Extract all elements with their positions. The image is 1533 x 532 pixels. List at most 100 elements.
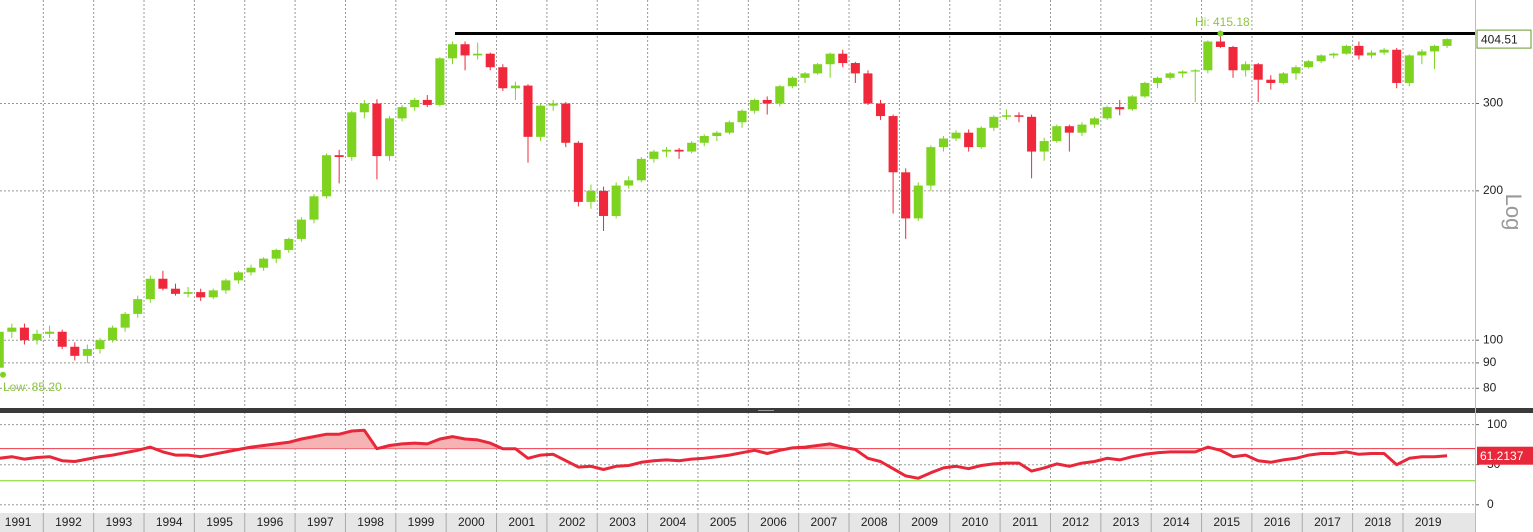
candle-body — [271, 249, 281, 259]
candle-body — [410, 99, 420, 108]
y-tick-label: 90 — [1483, 355, 1497, 369]
x-tick-label: 1993 — [105, 515, 132, 529]
rsi-tick-label: 100 — [1487, 417, 1507, 431]
candle-body — [561, 103, 571, 143]
candle-body — [599, 190, 609, 216]
candle-body — [750, 99, 760, 111]
x-tick-label: 1999 — [408, 515, 435, 529]
candle-body — [1203, 41, 1213, 71]
low-annotation: Low: 85.20 — [3, 380, 62, 394]
low-marker — [0, 371, 6, 378]
candle-body — [989, 116, 999, 128]
candle-body — [45, 331, 55, 334]
candle-body — [1215, 41, 1225, 47]
candle-body — [661, 149, 672, 152]
candle-body — [1014, 115, 1024, 117]
candle-body — [674, 149, 684, 152]
x-tick-label: 2015 — [1213, 515, 1240, 529]
candle-body — [1404, 55, 1414, 83]
y-tick-label: 300 — [1483, 96, 1503, 110]
candle-body — [120, 313, 130, 328]
candle-body — [359, 103, 369, 113]
x-tick-label: 1995 — [206, 515, 233, 529]
candle-body — [1329, 53, 1339, 56]
x-tick-label: 1997 — [307, 515, 334, 529]
candle-body — [208, 290, 218, 298]
candle-body — [976, 127, 986, 148]
candle-body — [397, 107, 407, 119]
candle-body — [1278, 73, 1288, 83]
candle-body — [1064, 126, 1074, 133]
candle-body — [1379, 49, 1389, 53]
candle-body — [196, 292, 206, 298]
candle-body — [951, 132, 961, 139]
y-tick-label: 200 — [1483, 183, 1503, 197]
candle-body — [813, 64, 823, 74]
candle-body — [1392, 49, 1402, 83]
candle-body — [158, 278, 168, 289]
candle-body — [435, 58, 445, 105]
candle-body — [1341, 45, 1351, 54]
candle-body — [384, 118, 395, 157]
candle-body — [498, 67, 508, 89]
candle-body — [762, 99, 772, 104]
candle-body — [775, 86, 785, 104]
candle-body — [1039, 141, 1049, 152]
candle-body — [1027, 116, 1037, 152]
candle-body — [108, 327, 118, 341]
x-tick-label: 2011 — [1012, 515, 1038, 529]
candle-body — [1366, 52, 1377, 56]
candle-body — [82, 348, 92, 356]
hi-annotation: Hi: 415.18 — [1195, 15, 1250, 29]
x-tick-label: 1996 — [257, 515, 284, 529]
x-tick-label: 2000 — [458, 515, 485, 529]
candle-body — [1442, 39, 1452, 46]
candle-body — [95, 340, 105, 349]
candle-body — [1152, 77, 1163, 83]
x-tick-label: 1998 — [357, 515, 384, 529]
last-price-label: 404.51 — [1481, 32, 1518, 46]
candle-body — [372, 103, 382, 157]
x-tick-label: 2002 — [559, 515, 586, 529]
candle-body — [1052, 126, 1062, 142]
candle-body — [460, 44, 470, 56]
candle-body — [825, 53, 835, 65]
candle-body — [70, 346, 80, 356]
candle-body — [875, 103, 886, 117]
x-tick-label: 2005 — [710, 515, 737, 529]
candle-body — [1429, 45, 1439, 52]
candle-body — [888, 116, 898, 173]
candle-body — [636, 158, 646, 181]
candle-body — [800, 73, 810, 78]
candle-body — [699, 135, 709, 143]
candle-body — [57, 331, 67, 347]
rsi-panel — [0, 428, 1475, 482]
x-tick-label: 2008 — [861, 515, 888, 529]
candle-body — [309, 196, 319, 220]
candle-body — [1090, 118, 1100, 125]
candle-body — [1228, 46, 1238, 71]
candle-body — [938, 138, 948, 148]
candle-body — [473, 53, 483, 56]
candle-body — [1178, 71, 1188, 74]
candle-body — [7, 327, 17, 332]
candle-body — [712, 132, 722, 136]
rsi-tick-label: 0 — [1487, 497, 1494, 511]
candle-body — [1077, 124, 1087, 133]
candle-body — [649, 151, 659, 159]
price-panel — [0, 30, 1475, 368]
x-tick-label: 2006 — [760, 515, 787, 529]
candle-body — [573, 142, 583, 202]
last-price-tag — [1476, 29, 1532, 49]
x-tick-label: 2012 — [1062, 515, 1089, 529]
x-tick-label: 2009 — [911, 515, 938, 529]
x-tick-label: 2017 — [1314, 515, 1341, 529]
candle-body — [145, 278, 155, 300]
candle-body — [1102, 107, 1112, 119]
x-axis-band — [0, 513, 1475, 532]
candle-body — [624, 180, 634, 186]
x-tick-label: 2016 — [1264, 515, 1291, 529]
x-tick-label: 2010 — [962, 515, 989, 529]
rsi-line — [0, 428, 1448, 480]
